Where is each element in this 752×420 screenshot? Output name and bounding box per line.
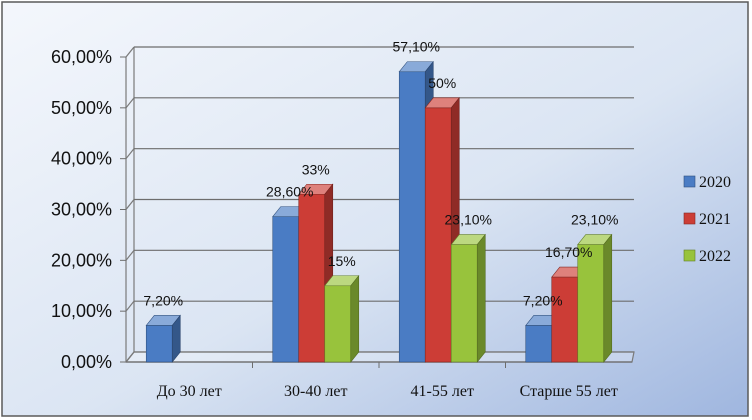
gridline-depth	[125, 46, 135, 58]
category-label: Старше 55 лет	[520, 383, 618, 400]
data-label: 16,70%	[545, 244, 592, 260]
data-labels: 7,20% 28,60% 33% 15% 57,10% 50% 23,10% 7,20% 16,…	[143, 39, 618, 309]
bar-front	[324, 285, 352, 363]
bar-front	[145, 325, 173, 363]
category-label: 30-40 лет	[284, 383, 347, 400]
gridline-depth	[125, 148, 135, 160]
data-label: 7,20%	[143, 292, 183, 308]
bar-front	[298, 193, 326, 363]
bar-front	[424, 107, 452, 363]
category-label: До 30 лет	[157, 383, 222, 400]
gridline-depth	[125, 249, 135, 261]
bars	[145, 60, 613, 363]
bar-front	[450, 244, 478, 363]
bar-side	[171, 314, 181, 363]
y-axis-ticks: 0,00% 10,00% 20,00% 30,00% 40,00% 50,00% 60,00…	[51, 47, 112, 372]
data-label: 57,10%	[393, 39, 440, 55]
gridline-depth	[125, 97, 135, 109]
y-tick-label: 0,00%	[61, 352, 112, 372]
gridline-depth	[125, 300, 135, 312]
bar-front	[398, 71, 426, 363]
y-tick-label: 60,00%	[51, 47, 112, 67]
legend-swatch	[683, 175, 696, 188]
legend-swatch	[683, 249, 696, 262]
legend-label: 2021	[699, 211, 731, 228]
bar-2022	[450, 233, 486, 363]
y-tick-label: 30,00%	[51, 200, 112, 220]
bar-2022	[324, 274, 360, 363]
data-label: 50%	[428, 75, 456, 91]
bar-front	[525, 325, 553, 363]
data-label: 23,10%	[445, 212, 492, 228]
y-tick-label: 10,00%	[51, 301, 112, 321]
bar-side	[350, 274, 360, 363]
legend-label: 2022	[699, 248, 731, 265]
data-label: 7,20%	[523, 292, 563, 308]
legend-swatch	[683, 212, 696, 225]
bar-front	[551, 276, 579, 363]
data-label: 33%	[302, 161, 330, 177]
data-label: 23,10%	[571, 212, 618, 228]
bar-2022	[577, 233, 613, 363]
bar-front	[272, 216, 300, 363]
bar-side	[476, 233, 486, 363]
legend-label: 2020	[699, 174, 731, 191]
y-tick-label: 50,00%	[51, 98, 112, 118]
category-label: 41-55 лет	[411, 383, 474, 400]
bar-2020	[145, 314, 181, 363]
y-tick-label: 40,00%	[51, 149, 112, 169]
legend-item: 2020	[683, 174, 731, 191]
bar-front	[577, 244, 605, 363]
gridline-depth	[125, 199, 135, 210]
category-labels: До 30 лет 30-40 лет 41-55 лет Старше 55 лет	[157, 383, 618, 400]
legend: 2020 2021 2022	[683, 174, 731, 265]
data-label: 28,60%	[266, 184, 313, 200]
bar-side	[603, 233, 613, 363]
legend-item: 2021	[683, 211, 731, 228]
data-label: 15%	[328, 253, 356, 269]
y-tick-label: 20,00%	[51, 250, 112, 270]
legend-item: 2022	[683, 248, 731, 265]
